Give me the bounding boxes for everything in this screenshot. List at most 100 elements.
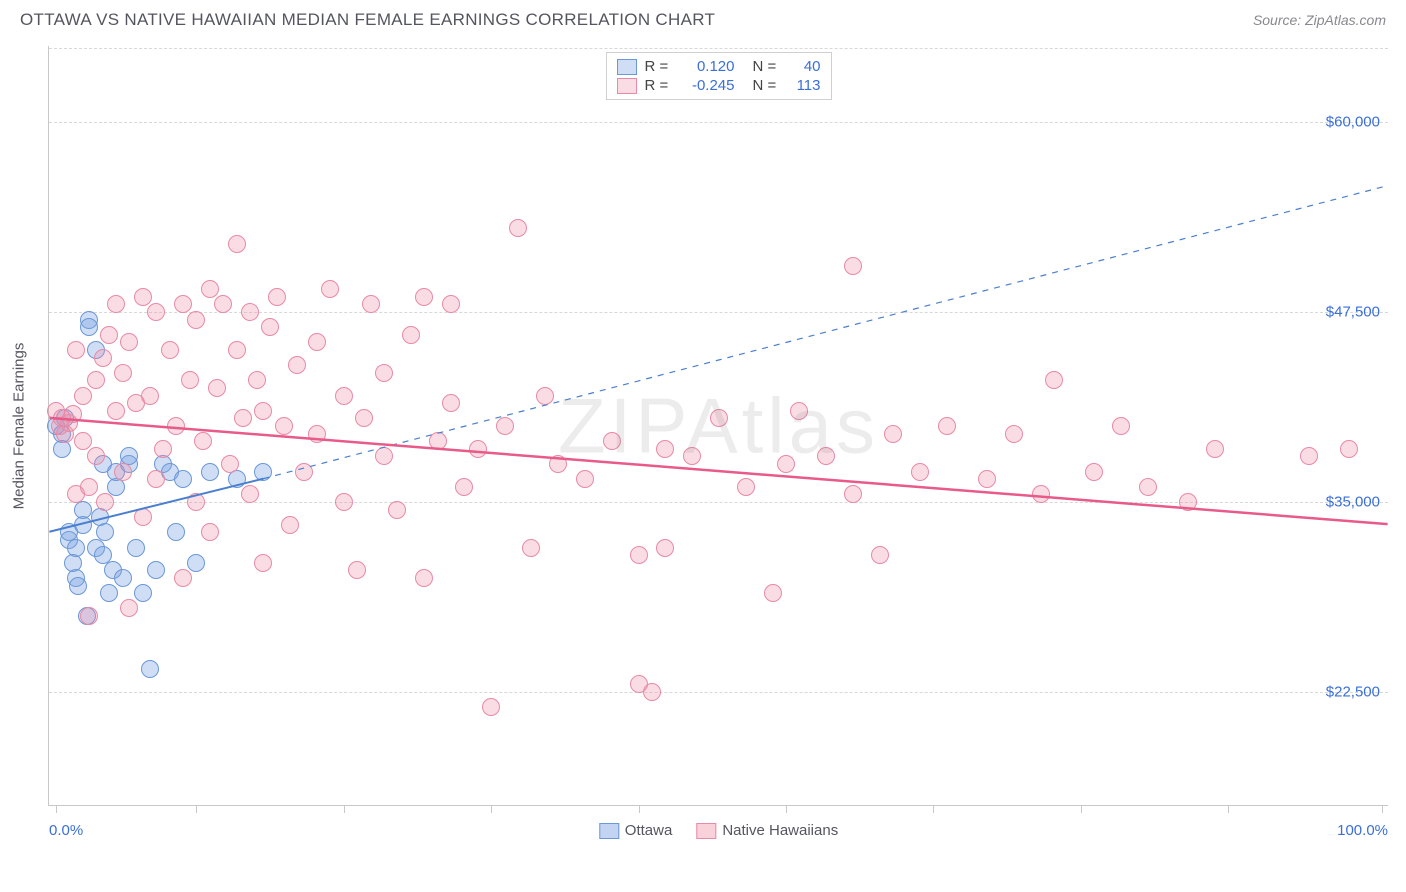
data-point: [96, 493, 114, 511]
data-point: [402, 326, 420, 344]
x-tick: [196, 805, 197, 813]
data-point: [1005, 425, 1023, 443]
data-point: [630, 546, 648, 564]
data-point: [871, 546, 889, 564]
data-point: [80, 318, 98, 336]
x-axis-max-label: 100.0%: [1337, 822, 1388, 839]
data-point: [201, 463, 219, 481]
legend-label: Ottawa: [625, 822, 673, 839]
data-point: [208, 379, 226, 397]
data-point: [167, 417, 185, 435]
x-tick: [344, 805, 345, 813]
data-point: [683, 447, 701, 465]
data-point: [603, 432, 621, 450]
data-point: [275, 417, 293, 435]
data-point: [281, 516, 299, 534]
data-point: [100, 584, 118, 602]
data-point: [174, 569, 192, 587]
r-label: R =: [645, 77, 673, 94]
header: OTTAWA VS NATIVE HAWAIIAN MEDIAN FEMALE …: [0, 0, 1406, 36]
r-value: 0.120: [681, 58, 735, 75]
chart-title: OTTAWA VS NATIVE HAWAIIAN MEDIAN FEMALE …: [20, 10, 715, 30]
data-point: [194, 432, 212, 450]
data-point: [74, 432, 92, 450]
data-point: [1085, 463, 1103, 481]
data-point: [187, 554, 205, 572]
x-tick: [1228, 805, 1229, 813]
data-point: [254, 463, 272, 481]
data-point: [1112, 417, 1130, 435]
data-point: [181, 371, 199, 389]
data-point: [120, 333, 138, 351]
data-point: [268, 288, 286, 306]
y-axis-title: Median Female Earnings: [11, 342, 28, 509]
data-point: [415, 288, 433, 306]
y-tick-label: $22,500: [1326, 684, 1380, 701]
data-point: [147, 303, 165, 321]
data-point: [321, 280, 339, 298]
data-point: [67, 341, 85, 359]
data-point: [64, 405, 82, 423]
data-point: [187, 311, 205, 329]
data-point: [120, 599, 138, 617]
data-point: [74, 387, 92, 405]
data-point: [201, 280, 219, 298]
legend-swatch: [617, 78, 637, 94]
legend-swatch: [599, 823, 619, 839]
data-point: [134, 584, 152, 602]
data-point: [154, 440, 172, 458]
data-point: [241, 303, 259, 321]
y-tick-label: $60,000: [1326, 114, 1380, 131]
gridline: [49, 48, 1388, 49]
data-point: [844, 257, 862, 275]
data-point: [261, 318, 279, 336]
r-value: -0.245: [681, 77, 735, 94]
data-point: [1179, 493, 1197, 511]
data-point: [107, 295, 125, 313]
data-point: [1340, 440, 1358, 458]
legend-swatch: [696, 823, 716, 839]
data-point: [1032, 485, 1050, 503]
data-point: [107, 402, 125, 420]
data-point: [737, 478, 755, 496]
data-point: [643, 683, 661, 701]
stats-row: R =0.120N =40: [617, 57, 821, 76]
data-point: [248, 371, 266, 389]
data-point: [938, 417, 956, 435]
r-label: R =: [645, 58, 673, 75]
data-point: [911, 463, 929, 481]
data-point: [80, 607, 98, 625]
plot-area: Median Female Earnings $22,500$35,000$47…: [48, 46, 1388, 806]
data-point: [228, 235, 246, 253]
data-point: [114, 463, 132, 481]
stats-row: R =-0.245N =113: [617, 76, 821, 95]
y-tick-label: $47,500: [1326, 304, 1380, 321]
data-point: [509, 219, 527, 237]
data-point: [167, 523, 185, 541]
n-value: 40: [789, 58, 821, 75]
data-point: [96, 523, 114, 541]
data-point: [429, 432, 447, 450]
data-point: [790, 402, 808, 420]
data-point: [201, 523, 219, 541]
data-point: [549, 455, 567, 473]
data-point: [978, 470, 996, 488]
n-label: N =: [753, 77, 781, 94]
data-point: [141, 387, 159, 405]
data-point: [335, 493, 353, 511]
data-point: [114, 569, 132, 587]
gridline: [49, 692, 1388, 693]
data-point: [53, 440, 71, 458]
data-point: [817, 447, 835, 465]
data-point: [228, 341, 246, 359]
gridline: [49, 122, 1388, 123]
data-point: [308, 425, 326, 443]
chart-container: OTTAWA VS NATIVE HAWAIIAN MEDIAN FEMALE …: [0, 0, 1406, 892]
data-point: [147, 561, 165, 579]
data-point: [214, 295, 232, 313]
data-point: [388, 501, 406, 519]
legend-label: Native Hawaiians: [722, 822, 838, 839]
data-point: [67, 539, 85, 557]
data-point: [1139, 478, 1157, 496]
data-point: [254, 554, 272, 572]
